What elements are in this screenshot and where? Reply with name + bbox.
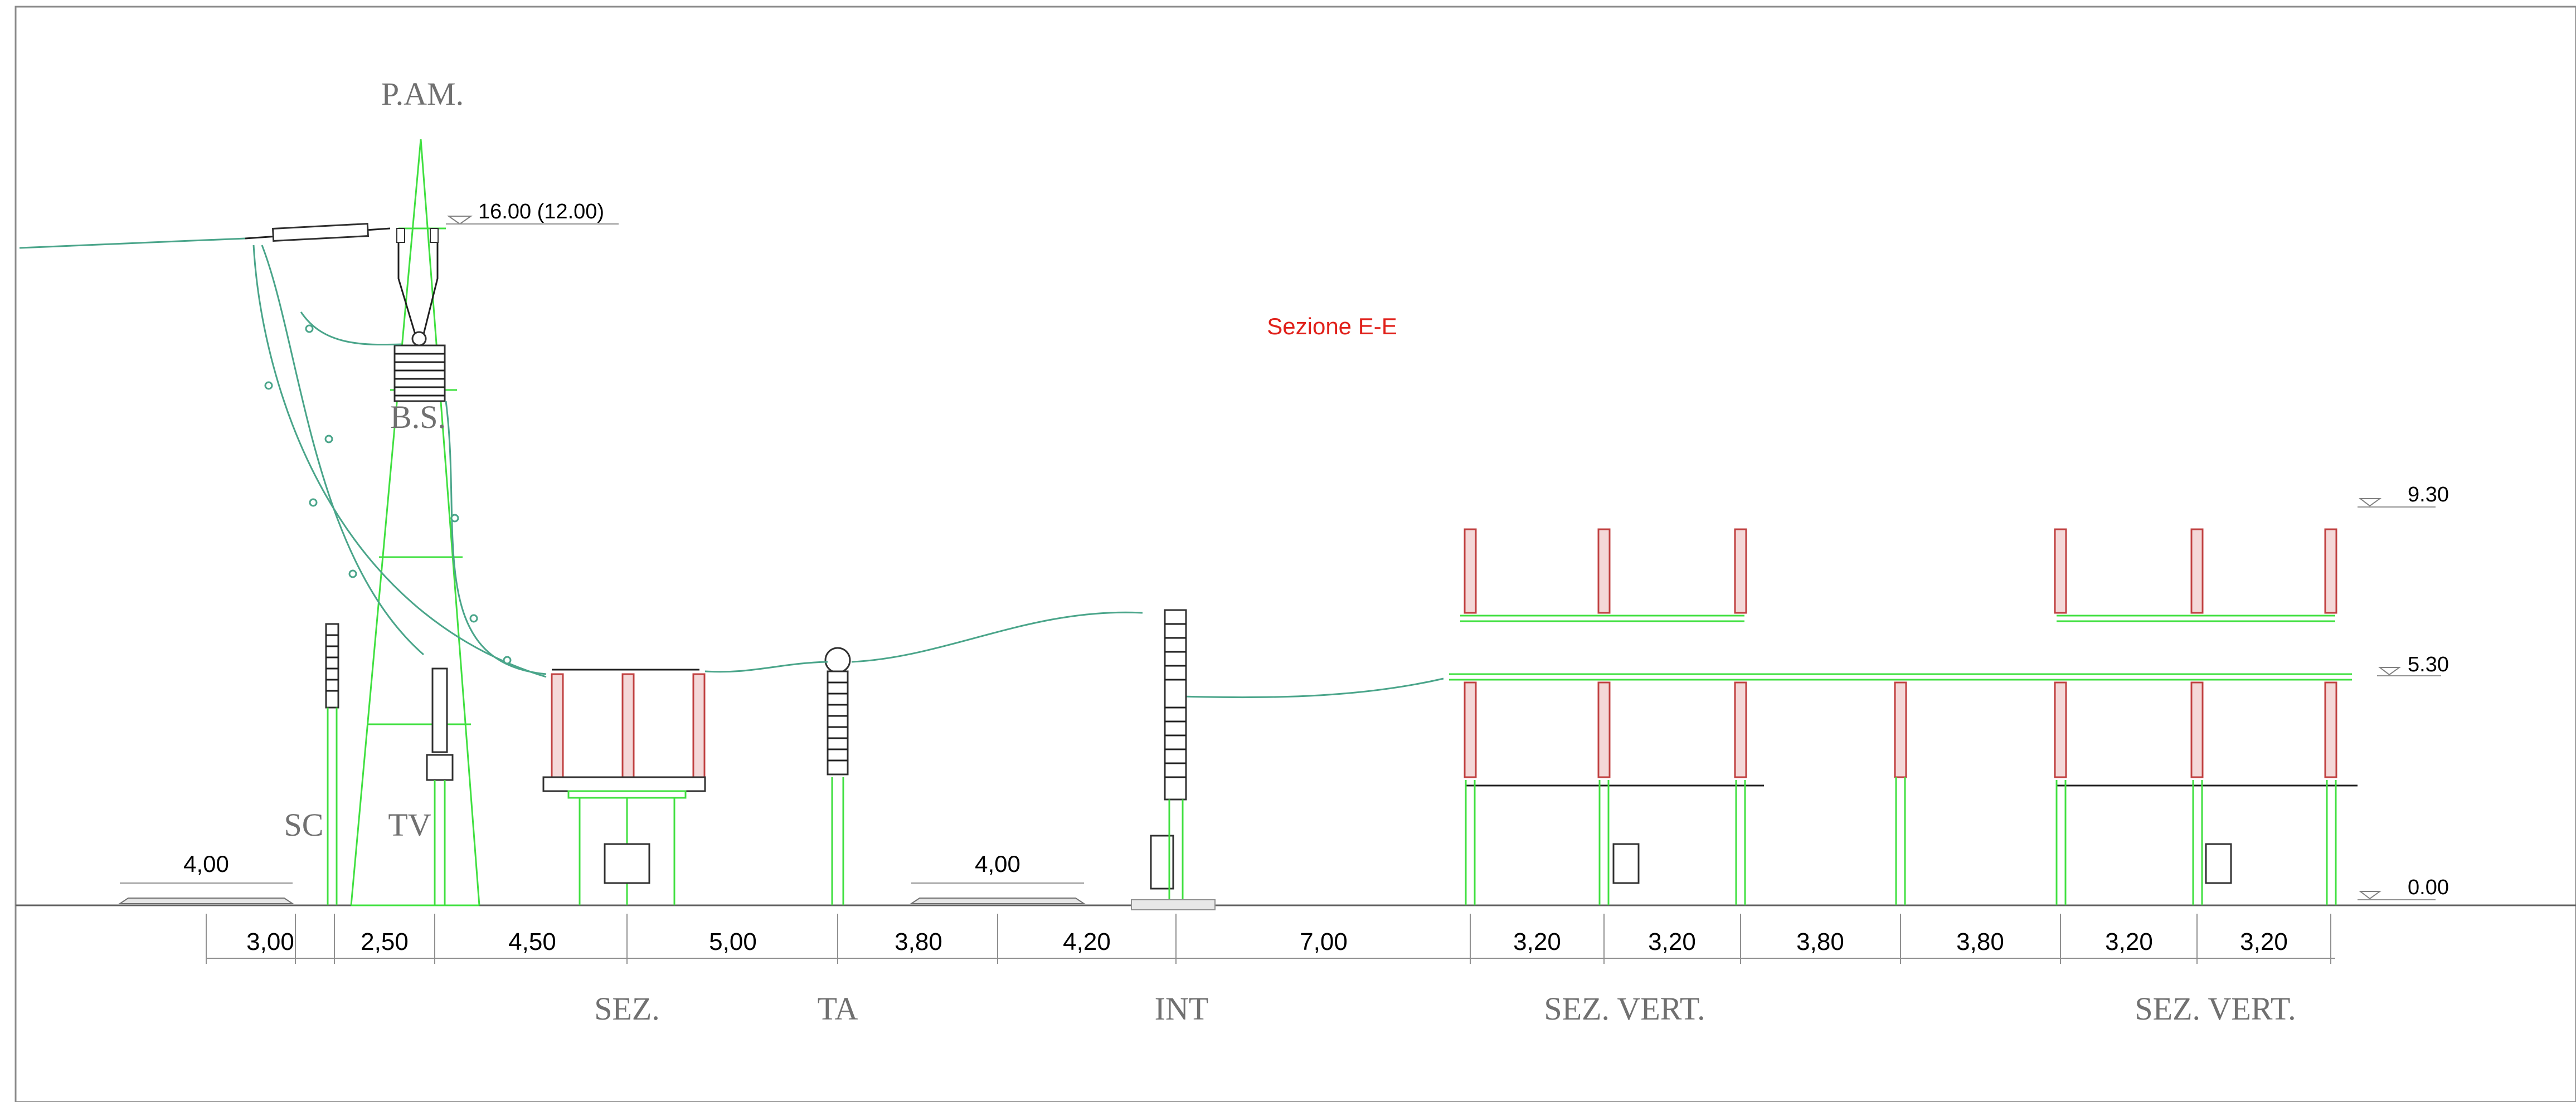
- sheet-frame: [14, 6, 2576, 1102]
- spacing-label: 3,20: [1513, 928, 1561, 955]
- level-label: 0.00: [2408, 876, 2449, 899]
- label-sc: SC: [284, 807, 324, 843]
- current-transformer-ta: [824, 647, 851, 905]
- label-sez-vert-2: SEZ. VERT.: [2135, 991, 2296, 1027]
- spacing-label: 3,80: [895, 928, 942, 955]
- road-right: 4,00: [909, 851, 1086, 904]
- label-ta: TA: [818, 991, 858, 1027]
- spacing-label: 3,20: [2105, 928, 2153, 955]
- label-bs: B.S.: [390, 399, 446, 435]
- dimension-chain: 3,00 2,50 4,50 5,00 3,80 4,20 7,00 3,20 …: [206, 914, 2335, 964]
- road-width-label: 4,00: [975, 851, 1020, 877]
- voltage-transformer-tv: [426, 667, 454, 905]
- surge-arrester-sc: [325, 623, 339, 905]
- spacing-label: 5,00: [709, 928, 757, 955]
- section-title: Sezione E-E: [1267, 313, 1397, 339]
- level-marker-top: 16.00 (12.00): [446, 200, 619, 225]
- droop-cables: [252, 245, 547, 678]
- road-left: 4,00: [118, 851, 295, 904]
- spacing-label: 3,00: [246, 928, 294, 955]
- disconnector-sez: [542, 669, 706, 905]
- label-sez-vert-1: SEZ. VERT.: [1544, 991, 1705, 1027]
- level-label: 5.30: [2408, 653, 2449, 676]
- label-int: INT: [1155, 991, 1209, 1027]
- spacing-label: 3,80: [1956, 928, 2004, 955]
- level-label: 16.00 (12.00): [478, 200, 604, 223]
- level-marker-0-00: 0.00: [2358, 876, 2449, 900]
- spacing-label: 7,00: [1300, 928, 1348, 955]
- spacing-label: 2,50: [361, 928, 409, 955]
- vertical-disconnector-group-2: [1761, 528, 2358, 905]
- spacing-label: 3,20: [1648, 928, 1696, 955]
- label-pam: P.AM.: [381, 76, 464, 112]
- vertical-disconnector-group-1: [1449, 528, 1764, 905]
- spacing-label: 3,20: [2240, 928, 2288, 955]
- level-marker-5-30: 5.30: [2377, 653, 2449, 676]
- level-label: 9.30: [2408, 483, 2449, 506]
- label-sez: SEZ.: [594, 991, 660, 1027]
- label-tv: TV: [388, 807, 431, 843]
- road-width-label: 4,00: [183, 851, 229, 877]
- conductor-cable: [704, 611, 1444, 699]
- spacing-label: 4,50: [508, 928, 556, 955]
- spacing-label: 3,80: [1796, 928, 1844, 955]
- level-marker-9-30: 9.30: [2358, 483, 2449, 508]
- spacing-label: 4,20: [1063, 928, 1111, 955]
- gantry-pam: [19, 139, 480, 906]
- circuit-breaker-int: [1131, 609, 1216, 910]
